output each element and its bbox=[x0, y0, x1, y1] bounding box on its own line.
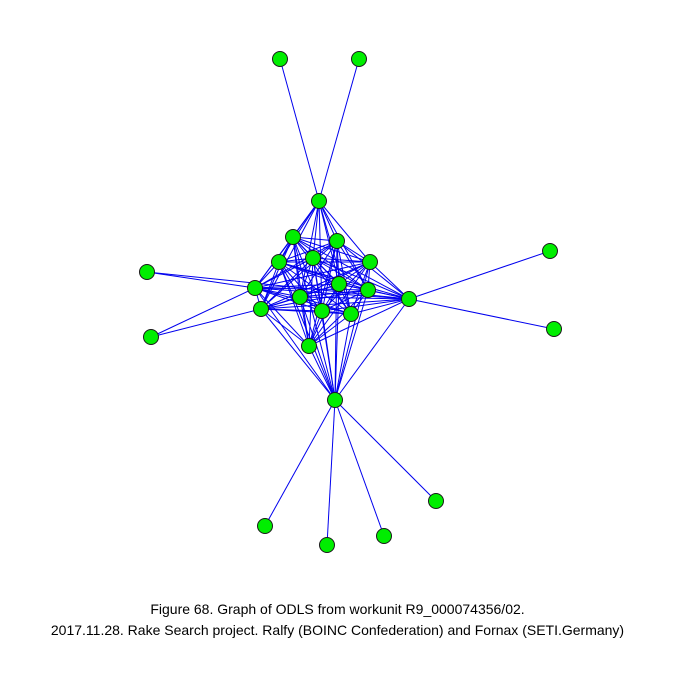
graph-edge bbox=[308, 257, 314, 347]
graph-edge bbox=[334, 298, 410, 401]
graph-edge bbox=[260, 240, 338, 310]
graph-edge bbox=[278, 261, 323, 312]
graph-node bbox=[272, 51, 288, 67]
graph-node bbox=[428, 493, 444, 509]
graph-edges bbox=[146, 58, 555, 546]
graph-edge bbox=[146, 271, 256, 289]
graph-edge bbox=[299, 289, 369, 298]
graph-edge bbox=[260, 308, 336, 401]
graph-node bbox=[331, 276, 347, 292]
graph-node bbox=[351, 51, 367, 67]
graph-node bbox=[292, 289, 308, 305]
graph-edge bbox=[308, 298, 410, 347]
graph-edge bbox=[260, 257, 314, 310]
graph-edge bbox=[334, 399, 385, 537]
graph-node bbox=[143, 329, 159, 345]
graph-node bbox=[314, 303, 330, 319]
graph-node bbox=[329, 233, 345, 249]
graph-edge bbox=[278, 200, 320, 263]
graph-node bbox=[401, 291, 417, 307]
graph-node bbox=[301, 338, 317, 354]
graph-edge bbox=[278, 240, 338, 263]
graph-node bbox=[285, 229, 301, 245]
graph-node bbox=[247, 280, 263, 296]
graph-node bbox=[311, 193, 327, 209]
graph-edge bbox=[260, 289, 369, 310]
graph-node bbox=[327, 392, 343, 408]
graph-node bbox=[376, 528, 392, 544]
graph-edge bbox=[299, 296, 410, 300]
figure-caption-title: Figure 68. Graph of ODLS from workunit R… bbox=[150, 601, 525, 617]
graph-edge bbox=[299, 296, 310, 347]
graph-edge bbox=[308, 261, 371, 347]
graph-edge bbox=[334, 289, 369, 401]
graph-edge bbox=[308, 345, 336, 401]
graph-node bbox=[319, 537, 335, 553]
graph-edge bbox=[350, 298, 410, 315]
graph-edge bbox=[308, 289, 369, 347]
graph-edge bbox=[336, 240, 410, 300]
graph-edge bbox=[312, 257, 371, 263]
graph-node bbox=[139, 264, 155, 280]
graph-edge bbox=[292, 236, 410, 300]
graph-nodes bbox=[139, 51, 562, 553]
graph-edge bbox=[369, 261, 410, 300]
graph-edge bbox=[254, 287, 369, 291]
figure-caption-credits: 2017.11.28. Rake Search project. Ralfy (… bbox=[50, 622, 625, 638]
graph-node bbox=[546, 321, 562, 337]
graph-edge bbox=[321, 289, 369, 312]
graph-node bbox=[253, 301, 269, 317]
graph-edge bbox=[321, 240, 338, 312]
graph-edge bbox=[254, 261, 371, 289]
graph-edge bbox=[312, 257, 369, 291]
graph-edge bbox=[408, 250, 551, 300]
graph-edge bbox=[254, 287, 323, 312]
graph-edge bbox=[254, 287, 310, 347]
graph-edge bbox=[334, 313, 352, 401]
graph-edge bbox=[334, 399, 437, 502]
graph-edge bbox=[318, 58, 360, 202]
graph-node bbox=[257, 518, 273, 534]
graph-edge bbox=[326, 399, 336, 546]
graph-edge bbox=[260, 298, 410, 310]
graph-edge bbox=[150, 287, 256, 338]
graph-edge bbox=[299, 296, 336, 401]
graph-edge bbox=[260, 308, 352, 315]
graph-edge bbox=[150, 308, 262, 338]
graph-edge bbox=[254, 283, 340, 289]
graph-edge bbox=[308, 313, 352, 347]
graph-node bbox=[305, 250, 321, 266]
graph-edge bbox=[260, 261, 280, 310]
graph-edge bbox=[264, 399, 336, 527]
graph-edge bbox=[254, 240, 338, 289]
graph-edge bbox=[278, 261, 310, 347]
graph-edge bbox=[336, 240, 352, 315]
graph-edge bbox=[260, 236, 294, 310]
graph-edge bbox=[254, 257, 314, 289]
graph-edge bbox=[260, 308, 310, 347]
graph-edge bbox=[299, 240, 338, 298]
graph-node bbox=[360, 282, 376, 298]
graph-node bbox=[271, 254, 287, 270]
network-graph bbox=[139, 51, 562, 553]
graph-edge bbox=[408, 298, 555, 330]
graph-node bbox=[343, 306, 359, 322]
graph-node bbox=[362, 254, 378, 270]
graph-edge bbox=[279, 58, 320, 202]
graph-node bbox=[542, 243, 558, 259]
graph-edge bbox=[318, 200, 371, 263]
